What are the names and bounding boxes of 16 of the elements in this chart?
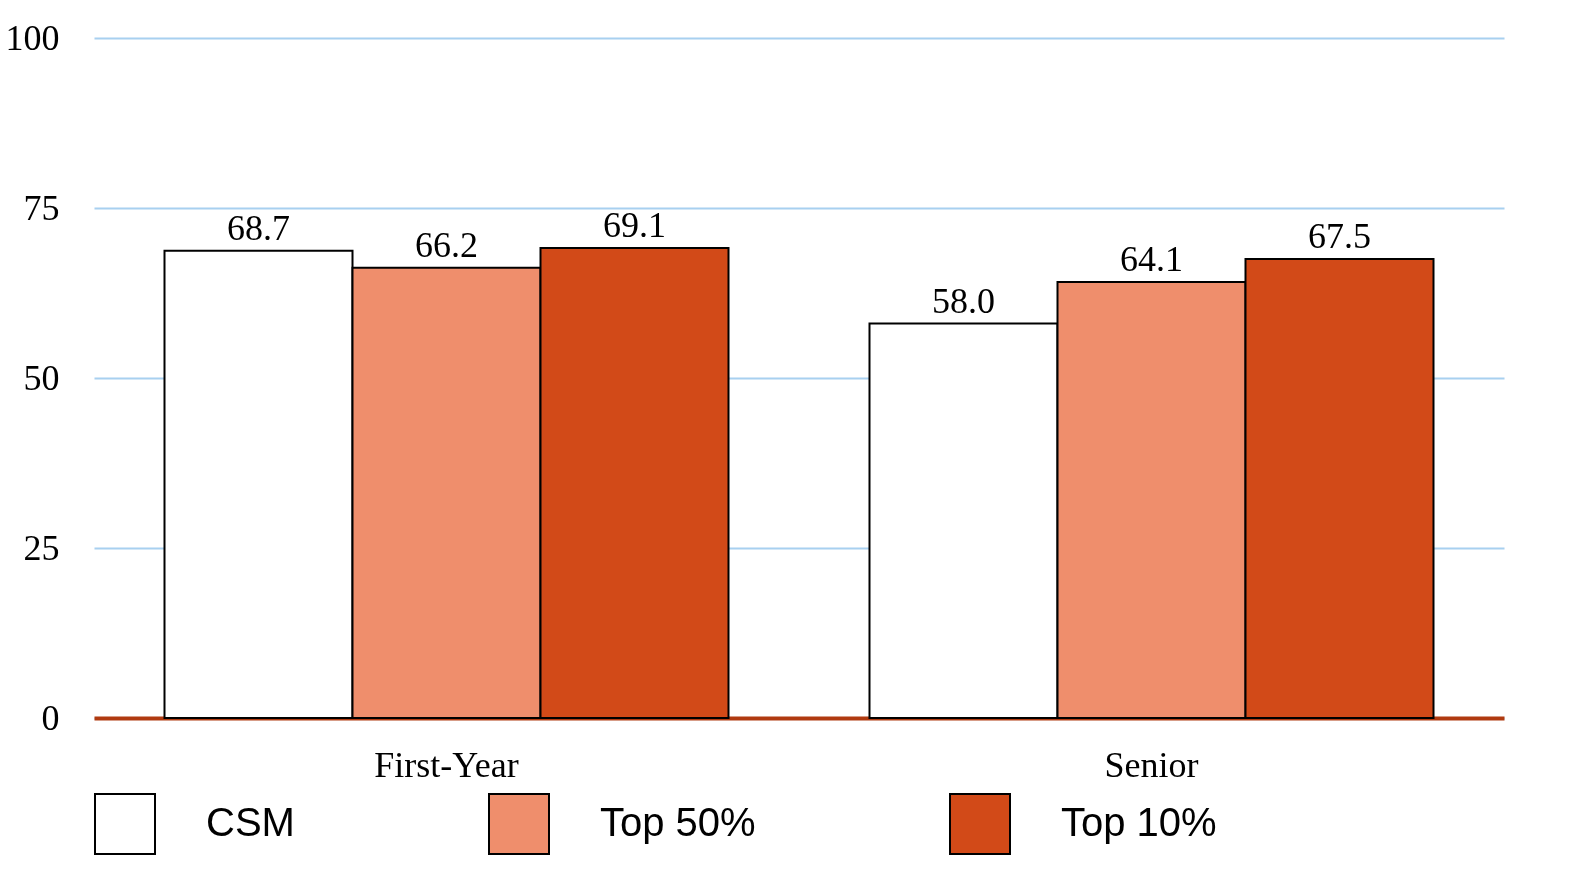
legend-label: Top 50% — [600, 800, 756, 844]
y-tick-label: 50 — [23, 357, 60, 398]
data-label: 69.1 — [603, 205, 666, 246]
y-tick-label: 100 — [5, 17, 60, 58]
data-label: 64.1 — [1120, 239, 1183, 280]
legend-label: Top 10% — [1061, 800, 1217, 844]
y-tick-label: 75 — [23, 187, 60, 228]
data-label: 67.5 — [1308, 216, 1371, 256]
data-label: 58.0 — [932, 280, 995, 321]
y-tick-label: 0 — [41, 697, 60, 738]
x-tick-label: Senior — [1104, 744, 1199, 785]
data-label: 66.2 — [415, 224, 478, 265]
y-tick-label: 25 — [23, 527, 60, 568]
data-label: 68.7 — [227, 207, 290, 248]
legend-label: CSM — [206, 800, 295, 844]
x-tick-label: First-Year — [374, 744, 519, 785]
